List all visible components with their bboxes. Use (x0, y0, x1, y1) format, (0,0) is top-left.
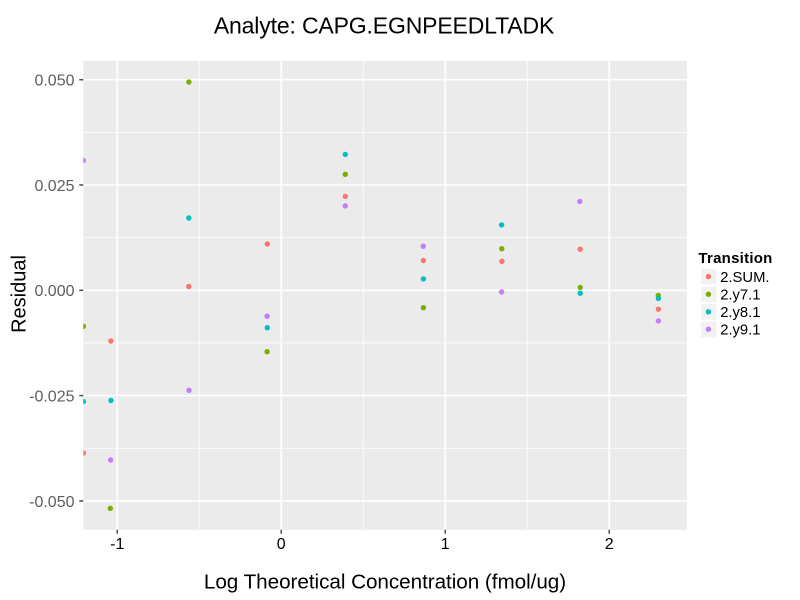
svg-text:2.y8.1: 2.y8.1 (720, 305, 760, 321)
svg-text:2: 2 (605, 536, 614, 553)
svg-text:-0.025: -0.025 (29, 389, 74, 406)
svg-text:2.y7.1: 2.y7.1 (720, 287, 760, 303)
svg-text:0.050: 0.050 (34, 73, 74, 90)
svg-text:Analyte: CAPG.EGNPEEDLTADK: Analyte: CAPG.EGNPEEDLTADK (214, 13, 555, 39)
svg-text:Log Theoretical Concentration: Log Theoretical Concentration (fmol/ug) (204, 570, 566, 593)
svg-text:2.y9.1: 2.y9.1 (720, 322, 760, 338)
svg-text:2.SUM.: 2.SUM. (720, 270, 769, 286)
svg-text:-1: -1 (110, 536, 124, 553)
svg-text:Transition: Transition (698, 250, 772, 267)
svg-text:1: 1 (441, 536, 450, 553)
svg-text:-0.050: -0.050 (29, 494, 74, 511)
svg-text:0.000: 0.000 (34, 283, 74, 300)
svg-text:0.025: 0.025 (34, 178, 74, 195)
svg-text:Residual: Residual (8, 255, 30, 333)
svg-text:0: 0 (277, 536, 286, 553)
